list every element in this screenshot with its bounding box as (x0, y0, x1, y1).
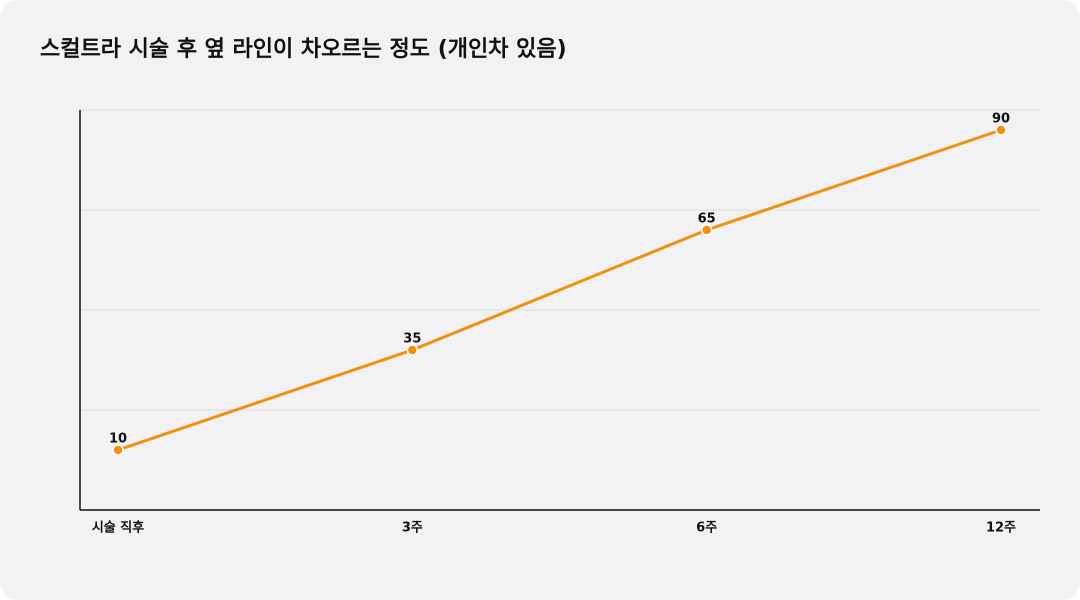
point (700, 224, 713, 236)
point (995, 124, 1007, 136)
point (112, 444, 124, 456)
x-tick-label: 6주 (696, 521, 717, 536)
data-label: 65 (698, 212, 716, 227)
data-label: 35 (403, 332, 421, 347)
data-label: 10 (109, 432, 127, 447)
point (406, 344, 419, 356)
chart-title: 스컬트라 시술 후 옆 라인이 차오르는 정도 (개인차 있음) (40, 37, 567, 62)
data-label: 90 (992, 112, 1010, 127)
x-tick-label: 3주 (402, 521, 423, 536)
x-tick-label: 12주 (986, 521, 1016, 536)
line (117, 128, 1002, 452)
x-tick-label: 시술 직후 (92, 520, 144, 536)
